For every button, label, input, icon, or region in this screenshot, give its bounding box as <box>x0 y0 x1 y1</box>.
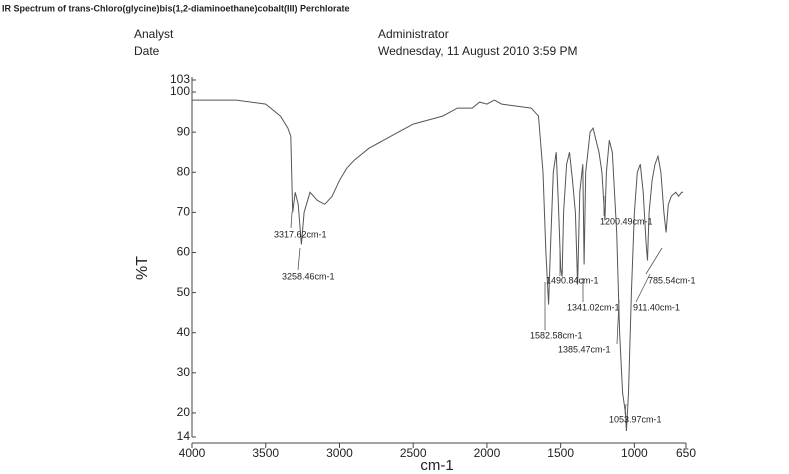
y-tick-label: 20 <box>177 405 191 419</box>
peak-label: 1341.02cm-1 <box>567 302 620 312</box>
x-tick-label: 1500 <box>547 446 574 460</box>
x-tick-label: 3000 <box>326 446 353 460</box>
x-tick-label: 2500 <box>400 446 427 460</box>
peak-label: 785.54cm-1 <box>648 275 696 285</box>
x-tick-label: 2000 <box>474 446 501 460</box>
x-axis-label: cm-1 <box>420 457 453 474</box>
y-tick-label: 103 <box>170 72 190 86</box>
analyst: Administrator <box>378 27 449 41</box>
peak-label: 1490.84cm-1 <box>546 275 599 285</box>
y-tick-label: 40 <box>177 325 191 339</box>
annotation-leader <box>635 273 651 303</box>
annotation-leader <box>624 403 627 415</box>
x-tick-label: 1000 <box>621 446 648 460</box>
annotation-leader <box>616 299 620 345</box>
peak-label: 1053.97cm-1 <box>609 414 662 424</box>
peak-label: 3317.62cm-1 <box>274 229 327 239</box>
x-tick-label: 650 <box>676 446 696 460</box>
date-label: Date <box>134 44 160 58</box>
y-tick-label: 100 <box>170 84 190 98</box>
y-axis-label: %T <box>134 256 151 280</box>
analyst-label: Analyst <box>134 27 174 41</box>
y-tick-label: 60 <box>177 245 191 259</box>
y-tick-label: 70 <box>177 205 191 219</box>
x-tick-label: 4000 <box>179 446 206 460</box>
spectrum-line <box>192 99 684 432</box>
annotation-leader <box>290 211 293 229</box>
peak-label: 1200.49cm-1 <box>600 216 653 226</box>
y-tick-label: 30 <box>177 365 191 379</box>
title: IR Spectrum of trans-Chloro(glycine)bis(… <box>2 3 350 13</box>
peak-label: 911.40cm-1 <box>633 302 680 312</box>
x-tick-label: 3500 <box>252 446 279 460</box>
y-tick-label: 50 <box>177 285 191 299</box>
peak-label: 1385.47cm-1 <box>558 344 611 354</box>
peak-label: 3258.46cm-1 <box>282 271 335 281</box>
y-tick-label: 80 <box>177 164 191 178</box>
y-tick-label: 14 <box>177 429 191 443</box>
date: Wednesday, 11 August 2010 3:59 PM <box>378 44 577 58</box>
peak-label: 1582.58cm-1 <box>530 330 583 340</box>
y-tick-label: 90 <box>177 124 191 138</box>
annotation-leader <box>297 247 301 271</box>
annotation-leader <box>645 247 663 275</box>
